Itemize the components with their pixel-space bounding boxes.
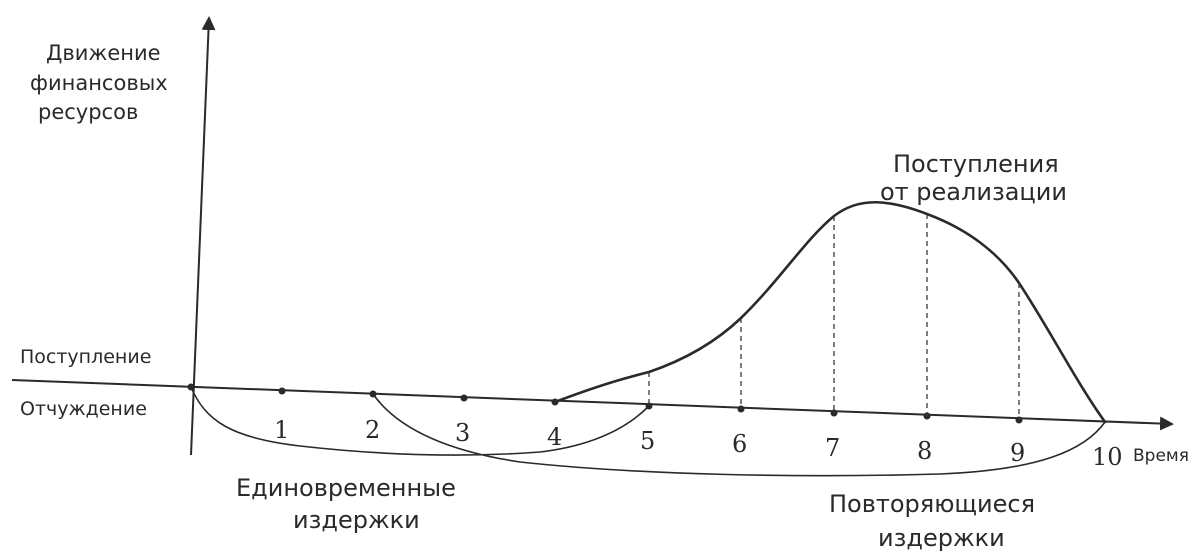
tick-label-7: 7 xyxy=(825,434,840,462)
x-axis xyxy=(11,379,1174,431)
tick-dot-7 xyxy=(830,409,838,417)
tick-label-4: 4 xyxy=(547,423,562,451)
revenue-label: Поступления от реализации xyxy=(880,150,1067,206)
outflow-label: Отчуждение xyxy=(20,398,147,420)
inflow-label: Поступление xyxy=(20,346,151,368)
tick-label-2: 2 xyxy=(365,416,380,444)
one-time-costs-curve xyxy=(190,386,650,456)
tick-label-8: 8 xyxy=(917,437,932,465)
y-axis-label: Движение финансовых ресурсов xyxy=(30,41,174,124)
tick-dot-1 xyxy=(278,387,286,395)
recurring-costs-label: Повторяющиеся издержки xyxy=(829,490,1043,552)
revenue-projection-lines xyxy=(648,214,1020,420)
time-tick-labels: 1 2 3 4 5 6 7 8 9 10 xyxy=(274,416,1123,471)
tick-label-6: 6 xyxy=(732,430,747,458)
one-time-costs-label: Единовременные издержки xyxy=(236,474,463,534)
time-tick-dots xyxy=(187,383,1023,424)
tick-label-9: 9 xyxy=(1010,439,1025,467)
recurring-costs-curve xyxy=(372,393,1106,477)
y-axis xyxy=(190,16,216,456)
tick-label-5: 5 xyxy=(640,427,655,455)
tick-dot-3 xyxy=(460,394,468,402)
x-axis-label: Время xyxy=(1133,446,1189,466)
revenue-curve xyxy=(553,200,1107,424)
tick-label-10: 10 xyxy=(1092,443,1123,471)
tick-label-3: 3 xyxy=(455,419,470,447)
tick-label-1: 1 xyxy=(274,416,289,444)
